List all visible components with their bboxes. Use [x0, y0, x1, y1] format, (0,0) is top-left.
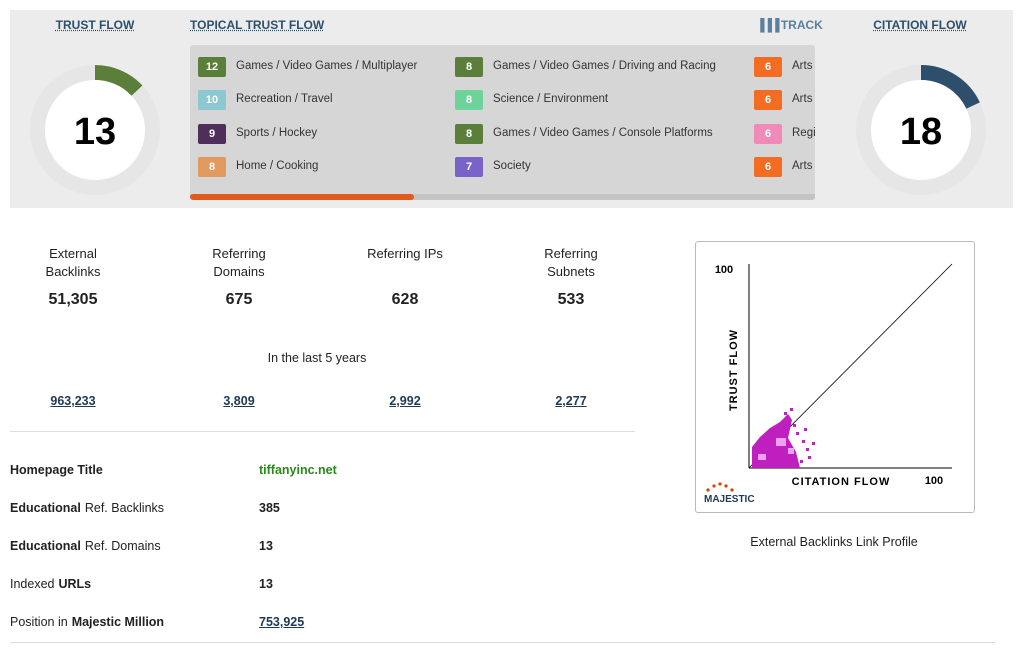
- detail-value[interactable]: 753,925: [259, 615, 305, 629]
- topic-name[interactable]: Arts: [792, 159, 813, 172]
- topic-score: 6: [754, 123, 782, 144]
- stat-label: External Backlinks: [45, 246, 101, 279]
- citation-flow-label: CITATION FLOW: [873, 18, 967, 32]
- x-label: CITATION FLOW: [792, 476, 891, 488]
- link-profile-box: 100 TRUST FLOW CITATION FLOW 100 MAJESTI…: [695, 241, 975, 513]
- label-part: Educational: [10, 539, 81, 553]
- divider: [10, 431, 635, 432]
- topical-list: 12 Games / Video Games / Multiplayer 10 Rec…: [190, 45, 815, 200]
- label-part: Ref. Domains: [84, 539, 161, 553]
- detail-label: Indexed URLs: [10, 577, 91, 591]
- stat-label: Referring Subnets: [544, 246, 598, 279]
- topic-name[interactable]: Regi: [792, 126, 815, 139]
- trust-flow-donut: 13: [30, 65, 160, 195]
- stat-label: Referring IPs: [367, 246, 443, 261]
- topic-score: 6: [754, 57, 782, 77]
- detail-value: 13: [259, 539, 273, 553]
- donut-hole: [45, 80, 145, 180]
- donut-hole: [871, 80, 971, 180]
- detail-value: 13: [259, 577, 273, 591]
- trust-flow-label: TRUST FLOW: [55, 18, 135, 32]
- scrollbar-track: [190, 194, 815, 200]
- label-part: URLs: [58, 577, 92, 591]
- donut-arc: [30, 65, 160, 195]
- topic-name[interactable]: Arts: [792, 60, 813, 72]
- topic-score: 6: [754, 156, 782, 177]
- topic-score: 8: [455, 90, 483, 111]
- stat-label: Referring Domains: [212, 246, 266, 279]
- label-part: Homepage Title: [10, 463, 103, 477]
- detail-label: Educational Ref. Backlinks: [10, 501, 164, 515]
- track-button[interactable]: ▐▐▐ TRACK: [756, 18, 823, 32]
- stat-history[interactable]: 963,233: [50, 394, 96, 408]
- stat-value: 675: [225, 291, 253, 308]
- y-label: TRUST FLOW: [728, 329, 740, 411]
- donut-value: 18: [900, 111, 942, 153]
- topic-score: 10: [198, 90, 226, 111]
- detail-label: Homepage Title: [10, 463, 103, 477]
- citation-flow-donut: 18: [856, 65, 986, 195]
- topic-score: 12: [198, 57, 226, 77]
- topic-name[interactable]: Science / Environment: [493, 93, 609, 106]
- topic-score: 7: [455, 156, 483, 177]
- donut-arc: [856, 65, 986, 195]
- label-part: Ref. Backlinks: [84, 501, 165, 515]
- brand-stars: [706, 482, 734, 492]
- label-part: Educational: [10, 501, 81, 515]
- detail-label: Position in Majestic Million: [10, 615, 164, 629]
- stat-value: 533: [557, 291, 585, 308]
- donut-value: 13: [74, 111, 116, 153]
- detail-value: 385: [259, 501, 280, 515]
- topic-name[interactable]: Sports / Hockey: [236, 126, 318, 139]
- link-profile-chart: 100 TRUST FLOW CITATION FLOW 100 MAJESTI…: [704, 263, 953, 505]
- topic-name[interactable]: Games / Video Games / Multiplayer: [236, 60, 418, 72]
- scrollbar-thumb[interactable]: [190, 194, 414, 200]
- topic-name[interactable]: Home / Cooking: [236, 159, 319, 172]
- scatter-light: [758, 438, 794, 460]
- topical-label: TOPICAL TRUST FLOW: [190, 18, 325, 32]
- period-note: In the last 5 years: [267, 351, 367, 365]
- track-text[interactable]: TRACK: [780, 18, 823, 32]
- detail-value[interactable]: tiffanyinc.net: [259, 463, 337, 477]
- topic-score: 9: [198, 123, 226, 144]
- topic-name[interactable]: Society: [493, 159, 531, 172]
- brand: MAJESTIC: [704, 494, 755, 505]
- detail-label: Educational Ref. Domains: [10, 539, 161, 553]
- label-part: Position in: [10, 615, 68, 629]
- topic-score: 8: [455, 57, 483, 77]
- topic-name[interactable]: Arts: [792, 93, 813, 106]
- y-max: 100: [715, 264, 733, 276]
- topic-score: 8: [455, 123, 483, 144]
- divider: [10, 642, 995, 643]
- stat-value: 51,305: [48, 291, 98, 308]
- stat-value: 628: [391, 291, 419, 308]
- label-part: Indexed: [10, 577, 55, 591]
- topic-score: 6: [754, 90, 782, 111]
- topic-score: 8: [198, 156, 226, 177]
- stat-history[interactable]: 2,992: [389, 394, 421, 408]
- link-profile-caption: External Backlinks Link Profile: [750, 535, 918, 549]
- topic-name[interactable]: Games / Video Games / Driving and Racing: [493, 60, 716, 72]
- topic-name[interactable]: Games / Video Games / Console Platforms: [493, 126, 713, 139]
- label-part: Majestic Million: [71, 615, 165, 629]
- stat-history[interactable]: 2,277: [555, 394, 587, 408]
- stat-history[interactable]: 3,809: [223, 394, 255, 408]
- topic-name[interactable]: Recreation / Travel: [236, 93, 333, 106]
- x-max: 100: [925, 475, 943, 487]
